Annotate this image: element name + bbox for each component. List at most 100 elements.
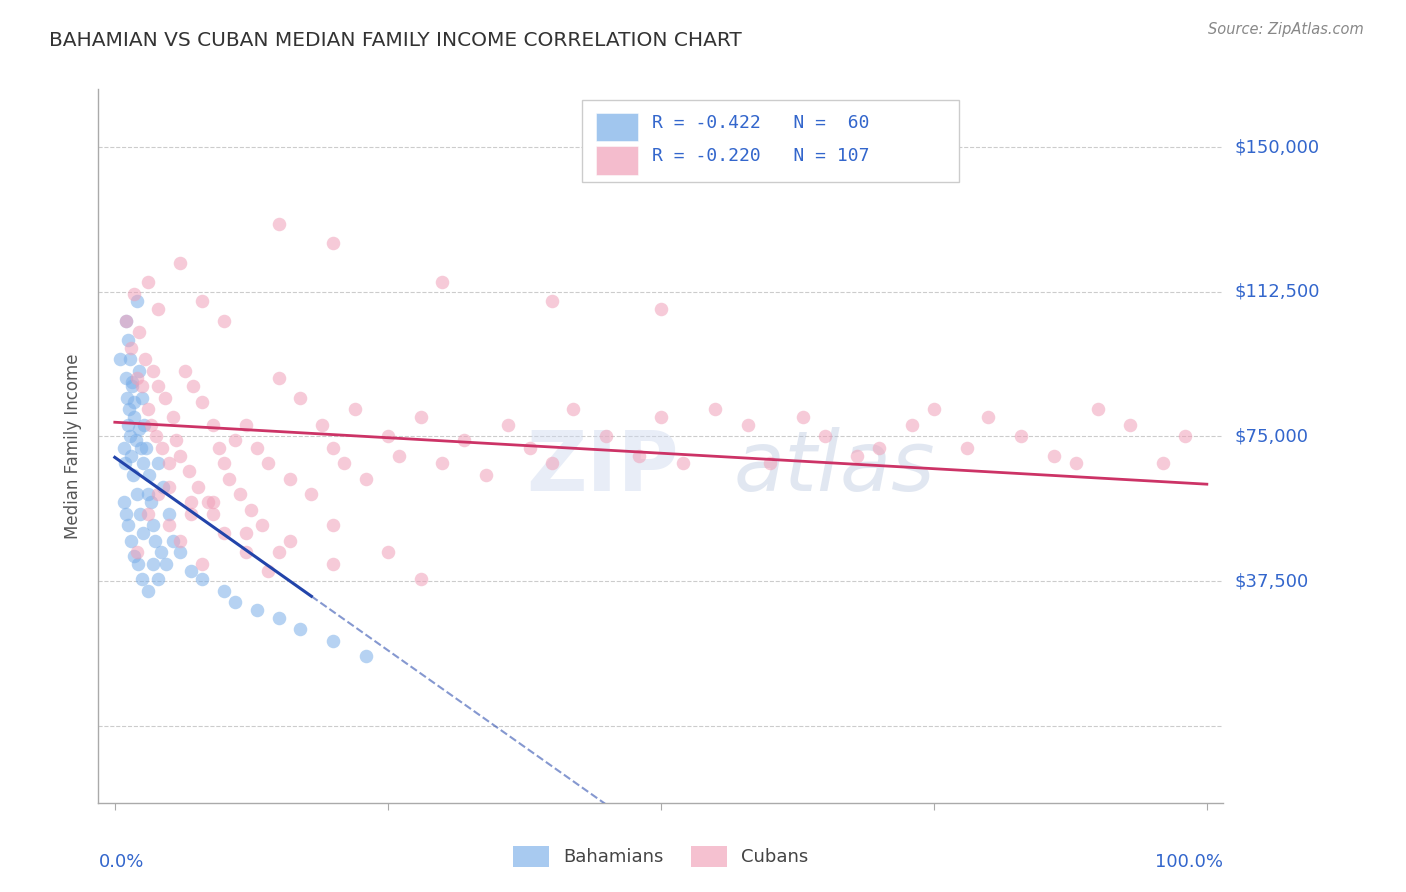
Point <box>125 545 148 559</box>
Point <box>155 557 177 571</box>
Point <box>135 441 157 455</box>
Legend: Bahamians, Cubans: Bahamians, Cubans <box>503 837 818 876</box>
Point <box>152 479 174 493</box>
Point <box>121 379 143 393</box>
Point <box>122 467 145 482</box>
Point <box>129 441 152 455</box>
Point <box>132 525 155 540</box>
Point <box>922 402 945 417</box>
Point <box>212 525 235 540</box>
Point <box>377 545 399 559</box>
Point <box>202 417 225 432</box>
Point <box>595 429 617 443</box>
Point <box>148 487 170 501</box>
Point <box>212 456 235 470</box>
Point <box>846 449 869 463</box>
Point <box>322 557 344 571</box>
Point <box>1174 429 1197 443</box>
Point <box>191 394 214 409</box>
Point <box>157 456 180 470</box>
Point <box>267 371 290 385</box>
Point <box>124 410 146 425</box>
Point <box>224 595 246 609</box>
Text: R = -0.220   N = 107: R = -0.220 N = 107 <box>652 146 869 164</box>
Point <box>173 364 195 378</box>
Point <box>224 434 246 448</box>
Point <box>125 294 148 309</box>
Point <box>132 456 155 470</box>
Point <box>218 472 240 486</box>
Point <box>278 533 301 548</box>
Point <box>125 487 148 501</box>
Point <box>759 456 782 470</box>
Point <box>1087 402 1109 417</box>
Point <box>290 622 312 636</box>
Point <box>256 565 278 579</box>
Point <box>672 456 695 470</box>
Point <box>246 441 269 455</box>
Point <box>142 518 165 533</box>
Point <box>197 495 219 509</box>
Point <box>453 434 475 448</box>
FancyBboxPatch shape <box>582 100 959 182</box>
Point <box>212 583 235 598</box>
Point <box>191 557 214 571</box>
Point <box>344 402 367 417</box>
Point <box>117 417 139 432</box>
Text: BAHAMIAN VS CUBAN MEDIAN FAMILY INCOME CORRELATION CHART: BAHAMIAN VS CUBAN MEDIAN FAMILY INCOME C… <box>49 31 742 50</box>
Point <box>235 525 257 540</box>
Point <box>162 533 184 548</box>
Point <box>409 410 432 425</box>
Point <box>562 402 585 417</box>
Point <box>1119 417 1142 432</box>
Point <box>737 417 759 432</box>
Point <box>153 391 176 405</box>
Point <box>868 441 890 455</box>
Point <box>115 391 138 405</box>
Text: $150,000: $150,000 <box>1234 138 1319 156</box>
Point <box>354 649 377 664</box>
Point <box>650 301 672 316</box>
Point <box>124 549 146 563</box>
Point <box>202 495 225 509</box>
Point <box>142 364 165 378</box>
Point <box>139 417 162 432</box>
Point <box>162 410 184 425</box>
Point <box>704 402 727 417</box>
Point <box>252 518 274 533</box>
Point <box>246 603 269 617</box>
Point <box>432 456 454 470</box>
Point <box>117 333 139 347</box>
Text: $112,500: $112,500 <box>1234 283 1320 301</box>
Point <box>496 417 519 432</box>
Point <box>267 545 290 559</box>
Text: $37,500: $37,500 <box>1234 572 1309 590</box>
Point <box>278 472 301 486</box>
Text: atlas: atlas <box>734 427 935 508</box>
Point <box>124 286 146 301</box>
Point <box>235 545 257 559</box>
Point <box>256 456 278 470</box>
Point <box>118 402 141 417</box>
Point <box>180 507 202 521</box>
Point <box>120 533 142 548</box>
Point <box>149 545 172 559</box>
Point <box>121 376 143 390</box>
Point <box>377 429 399 443</box>
Point <box>165 434 187 448</box>
Point <box>131 391 153 405</box>
Point <box>148 456 170 470</box>
Point <box>814 429 837 443</box>
Point <box>977 410 1000 425</box>
Point <box>177 464 200 478</box>
Point <box>229 487 252 501</box>
Point <box>388 449 411 463</box>
Point <box>142 557 165 571</box>
Point <box>519 441 541 455</box>
Point <box>136 583 159 598</box>
Text: ZIP: ZIP <box>526 427 678 508</box>
Point <box>240 502 263 516</box>
Text: 100.0%: 100.0% <box>1156 853 1223 871</box>
Point <box>112 441 135 455</box>
Point <box>114 507 136 521</box>
